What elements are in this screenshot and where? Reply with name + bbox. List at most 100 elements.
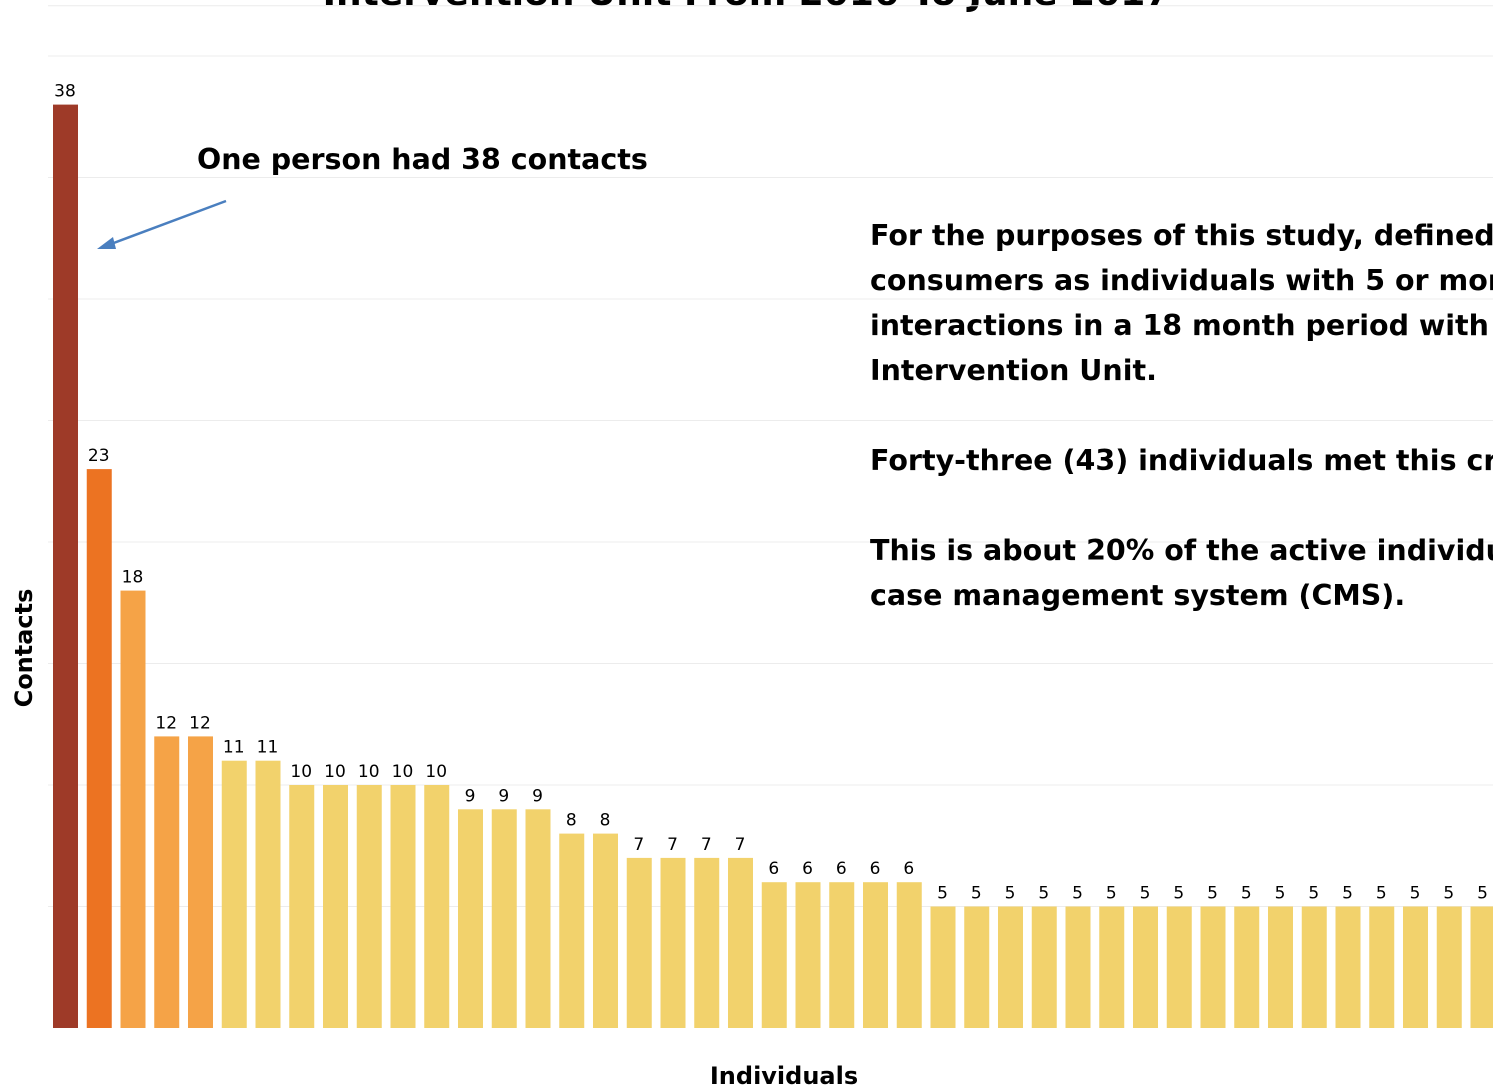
bar	[188, 736, 213, 1028]
bar	[795, 882, 821, 1028]
bar	[559, 833, 585, 1028]
bar	[86, 469, 112, 1029]
bar	[356, 785, 382, 1028]
bar-value-label: 9	[498, 786, 509, 806]
bar-value-label: 12	[155, 713, 177, 733]
bar-value-label: 10	[290, 762, 312, 782]
bar	[154, 736, 180, 1028]
bar-value-label: 6	[870, 859, 881, 879]
bar-value-label: 5	[1072, 884, 1083, 904]
bar	[1200, 906, 1226, 1028]
bar-value-label: 10	[425, 762, 447, 782]
bar	[1470, 906, 1493, 1028]
bar	[221, 760, 247, 1028]
bar	[1403, 906, 1428, 1028]
bar-value-labels: 38 23 18 12 12 11 11 10 10 10 10 10 9 9 9 8 8 7 7 7 7 6 6 6 6 6 5 5…	[54, 82, 1488, 904]
note-line: Intervention Unit.	[870, 354, 1157, 387]
bar	[694, 857, 720, 1028]
bar	[53, 104, 78, 1029]
bar	[964, 906, 990, 1028]
bar-value-label: 11	[223, 738, 245, 758]
bar-value-label: 5	[1173, 884, 1184, 904]
bar	[525, 809, 551, 1028]
bar	[998, 906, 1023, 1028]
callout-arrow-line	[110, 199, 227, 246]
bar-value-label: 5	[1342, 884, 1353, 904]
bar	[255, 760, 281, 1028]
bar-value-label: 7	[701, 835, 712, 855]
bar	[761, 882, 787, 1028]
bar	[1301, 906, 1327, 1028]
bar-value-label: 8	[600, 811, 611, 831]
bar	[1369, 906, 1395, 1028]
bar-value-label: 5	[1106, 884, 1117, 904]
bar	[626, 857, 652, 1028]
bar	[896, 882, 922, 1028]
bar	[829, 882, 855, 1028]
note-paragraph-count: Forty-three (43) individuals met this cr…	[870, 438, 1493, 483]
bars	[53, 104, 1493, 1029]
bar-value-label: 5	[1038, 884, 1049, 904]
bar-value-label: 6	[903, 859, 914, 879]
bar-value-label: 12	[189, 713, 211, 733]
bar	[863, 882, 888, 1028]
note-line: consumers as individuals with 5 or more	[870, 264, 1493, 297]
bar	[1234, 906, 1260, 1028]
bar-value-label: 5	[1443, 884, 1454, 904]
bar-value-label: 5	[937, 884, 948, 904]
bar	[120, 590, 146, 1028]
bar-value-label: 5	[1376, 884, 1387, 904]
chart-title: Intervention Unit From 2016 To June 2017	[0, 0, 1493, 16]
bar-value-label: 10	[324, 762, 346, 782]
bar-value-label: 11	[257, 738, 279, 758]
bar-value-label: 5	[1005, 884, 1016, 904]
bar-value-label: 6	[802, 859, 813, 879]
bar	[1335, 906, 1361, 1028]
bar	[930, 906, 956, 1028]
bar	[323, 785, 348, 1028]
bar-value-label: 9	[465, 786, 476, 806]
bar-value-label: 38	[54, 82, 76, 102]
bar-value-label: 8	[566, 811, 577, 831]
bar	[458, 809, 483, 1028]
note-paragraph-share: This is about 20% of the active individu…	[870, 528, 1493, 618]
bar	[728, 857, 753, 1028]
bar-value-label: 5	[1241, 884, 1252, 904]
bar-value-label: 10	[392, 762, 414, 782]
callout-arrow-head	[97, 237, 116, 249]
bar-value-label: 6	[836, 859, 847, 879]
bar-value-label: 18	[122, 568, 144, 588]
bar	[1065, 906, 1091, 1028]
bar-value-label: 5	[1410, 884, 1421, 904]
bar-value-label: 7	[735, 835, 746, 855]
bar-value-label: 5	[971, 884, 982, 904]
bar	[390, 785, 416, 1028]
bar-value-label: 5	[1207, 884, 1218, 904]
bar	[1099, 906, 1125, 1028]
bar	[1133, 906, 1158, 1028]
bar-value-label: 5	[1477, 884, 1488, 904]
bar-value-label: 5	[1308, 884, 1319, 904]
bar-value-label: 5	[1140, 884, 1151, 904]
note-paragraph-definition: For the purposes of this study, defined …	[870, 213, 1493, 393]
note-line: For the purposes of this study, defined …	[870, 219, 1493, 252]
x-axis-label: Individuals	[709, 1062, 859, 1090]
bar-value-label: 5	[1275, 884, 1286, 904]
bar-value-label: 9	[532, 786, 543, 806]
note-line: This is about 20% of the active individu…	[870, 534, 1493, 567]
callout-label: One person had 38 contacts	[197, 143, 648, 176]
bar	[1031, 906, 1057, 1028]
bar-value-label: 10	[358, 762, 380, 782]
bar	[1268, 906, 1293, 1028]
bar	[1436, 906, 1462, 1028]
note-line: Forty-three (43) individuals met this cr…	[870, 444, 1493, 477]
note-line: interactions in a 18 month period with A	[870, 309, 1493, 342]
bar-value-label: 7	[667, 835, 678, 855]
bar	[424, 785, 450, 1028]
bar	[593, 833, 618, 1028]
bar-value-label: 23	[88, 446, 110, 466]
bar	[1166, 906, 1192, 1028]
y-axis-label: Contacts	[10, 588, 38, 708]
